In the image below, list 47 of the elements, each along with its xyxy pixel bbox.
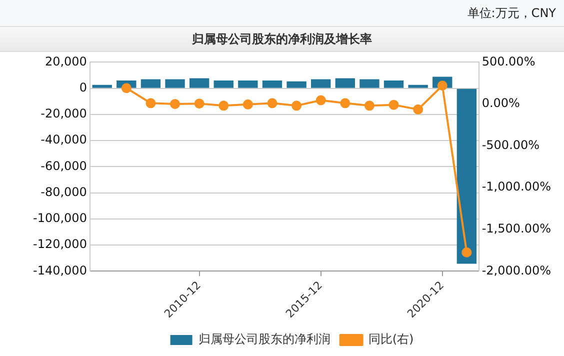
bar xyxy=(384,80,404,88)
point xyxy=(218,100,229,111)
y2-tick-label: -2,000.00% xyxy=(482,263,551,278)
y-tick-label: 0 xyxy=(79,80,87,94)
point xyxy=(462,247,472,258)
y2-tick-label: 0.00% xyxy=(482,96,520,110)
point xyxy=(292,100,302,111)
y-tick-label: -40,000 xyxy=(40,132,87,147)
y2-tick-label: -1,000.00% xyxy=(482,180,551,194)
point xyxy=(121,83,132,94)
legend-label: 同比(右) xyxy=(368,332,414,346)
bar xyxy=(140,79,161,88)
bar xyxy=(360,79,380,88)
bar xyxy=(214,80,234,88)
point xyxy=(413,104,424,114)
y2-tick-label: -1,500.00% xyxy=(482,222,551,236)
point xyxy=(388,100,399,110)
y-tick-label: -140,000 xyxy=(33,263,87,278)
y-tick-label: 20,000 xyxy=(44,54,87,68)
point xyxy=(316,95,326,106)
y2-tick-label: -500.00% xyxy=(482,138,540,152)
y-tick-label: -20,000 xyxy=(40,106,87,121)
bar xyxy=(408,84,428,88)
point xyxy=(340,98,350,108)
bar xyxy=(165,79,185,88)
point xyxy=(267,98,278,108)
y2-tick-label: 500.00% xyxy=(482,54,536,68)
bar xyxy=(286,81,306,88)
y-tick-label: -100,000 xyxy=(33,211,87,226)
bar xyxy=(262,80,282,88)
point xyxy=(364,100,374,111)
bar xyxy=(335,78,355,88)
y-tick-label: -60,000 xyxy=(40,158,87,173)
point xyxy=(194,98,204,109)
point xyxy=(146,98,156,108)
point xyxy=(242,99,253,110)
bar xyxy=(238,80,258,88)
bar xyxy=(456,88,477,264)
y-tick-label: -80,000 xyxy=(40,184,87,199)
chart-title: 归属母公司股东的净利润及增长率 xyxy=(0,26,564,52)
bar xyxy=(311,79,331,88)
bar xyxy=(189,78,210,88)
bar xyxy=(92,84,112,88)
point xyxy=(170,98,180,109)
text: 单位:万元，CNY xyxy=(467,5,556,22)
legend-label: 归属母公司股东的净利润 xyxy=(198,332,330,346)
y-tick-label: -120,000 xyxy=(33,237,87,252)
